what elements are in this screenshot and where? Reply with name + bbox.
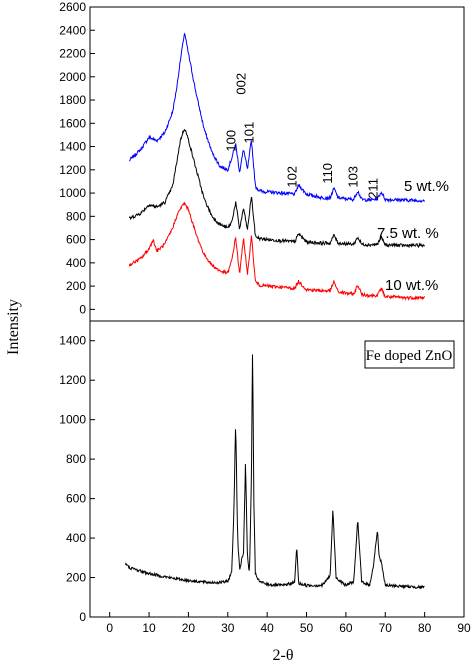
peak-label: 211 xyxy=(365,178,380,199)
series-line-0 xyxy=(124,354,425,590)
x-tick-label: 20 xyxy=(182,621,196,635)
y-tick-label: 1400 xyxy=(59,140,86,154)
series-label: 10 wt.% xyxy=(385,277,438,294)
y-tick-label: 400 xyxy=(66,256,86,270)
y-tick-label: 1000 xyxy=(59,413,86,427)
y-tick-label: 200 xyxy=(66,571,86,585)
y-tick-label: 2400 xyxy=(59,23,86,37)
x-tick-label: 40 xyxy=(260,621,274,635)
y-tick-label: 400 xyxy=(66,531,86,545)
x-tick-label: 80 xyxy=(418,621,432,635)
peak-label: 101 xyxy=(241,122,256,144)
plot-frame xyxy=(89,6,465,322)
series-line-1 xyxy=(128,128,426,249)
legend-box xyxy=(364,340,455,369)
y-tick-label: 600 xyxy=(66,233,86,247)
legend-text: Fe doped ZnO xyxy=(366,348,453,364)
peak-label: 100 xyxy=(224,130,239,152)
x-tick-label: 0 xyxy=(106,621,113,635)
y-tick-label: 1600 xyxy=(59,116,86,130)
y-tick-label: 2600 xyxy=(59,0,86,14)
y-tick-label: 1200 xyxy=(59,163,86,177)
y-tick-label: 1000 xyxy=(59,186,86,200)
y-tick-label: 1400 xyxy=(59,334,86,348)
y-tick-label: 2200 xyxy=(59,47,86,61)
y-tick-label: 200 xyxy=(66,279,86,293)
y-tick-label: 800 xyxy=(66,209,86,223)
series-line-2 xyxy=(128,201,426,301)
x-tick-label: 50 xyxy=(300,621,314,635)
y-tick-label: 0 xyxy=(79,610,86,624)
y-axis-label: Intensity xyxy=(5,299,22,355)
y-tick-label: 800 xyxy=(66,452,86,466)
x-axis-label: 2-θ xyxy=(273,647,294,664)
x-tick-label: 70 xyxy=(379,621,393,635)
bottom-panel: 0 200 400 600 800 1000 1200 1400 0 10 20 30 40 50 60 70… xyxy=(59,320,471,635)
series-label: 7.5 wt. % xyxy=(377,225,439,242)
peak-label: 110 xyxy=(320,163,335,184)
x-tick-label: 10 xyxy=(142,621,156,635)
x-tick-label: 30 xyxy=(221,621,235,635)
peak-label: 002 xyxy=(234,73,249,95)
x-tick-label: 60 xyxy=(339,621,353,635)
series-label: 5 wt.% xyxy=(404,178,449,195)
y-tick-label: 0 xyxy=(79,302,86,316)
plot-frame xyxy=(89,320,465,618)
peak-label: 102 xyxy=(285,166,300,188)
series-line-0 xyxy=(129,32,426,203)
y-tick-label: 2000 xyxy=(59,70,86,84)
y-tick-label: 600 xyxy=(66,492,86,506)
y-tick-label: 1200 xyxy=(59,373,86,387)
x-tick-label: 90 xyxy=(457,621,471,635)
top-panel: 0 200 400 600 800 1000 1200 1400 1600 1800 2000 220… xyxy=(59,0,465,322)
y-tick-label: 1800 xyxy=(59,93,86,107)
peak-label: 103 xyxy=(346,166,361,188)
